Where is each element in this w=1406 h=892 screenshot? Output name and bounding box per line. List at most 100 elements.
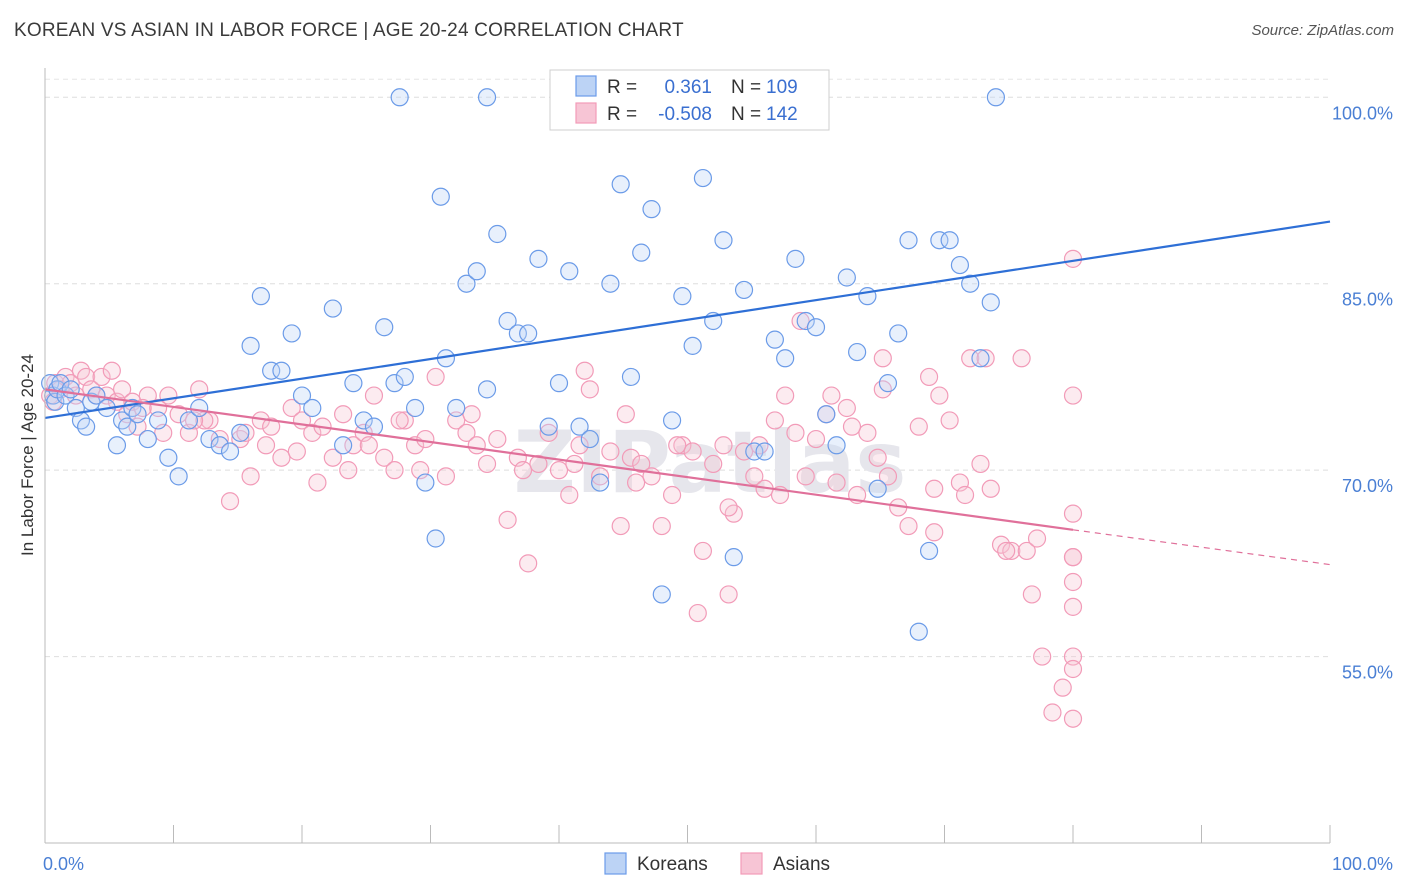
asians-r-label: R = (607, 104, 637, 125)
koreans-point-29 (251, 287, 270, 306)
koreans-point-37 (344, 374, 363, 393)
koreans-point-33 (292, 386, 312, 405)
koreans-point-70 (673, 287, 692, 306)
asians-point-86 (827, 473, 846, 492)
koreans-point-77 (745, 442, 764, 461)
chart-title: KOREAN VS ASIAN IN LABOR FORCE | AGE 20-… (14, 20, 684, 41)
asians-point-22 (169, 405, 188, 424)
legend-koreans-swatch (604, 852, 627, 875)
asians-point-108 (1053, 678, 1072, 697)
asians-point-112 (1063, 647, 1083, 666)
asians-point-78 (745, 467, 764, 486)
asians-point-100 (971, 454, 990, 474)
asians-point-21 (159, 386, 178, 405)
koreans-point-84 (817, 405, 836, 424)
asians-point-33 (282, 398, 301, 418)
koreans-point-53 (498, 311, 517, 331)
koreans-point-15 (118, 417, 137, 436)
asians-point-42 (375, 448, 394, 467)
koreans-n-value: 109 (766, 77, 798, 98)
legend-asians-swatch (740, 852, 763, 875)
koreans-point-63 (601, 274, 620, 293)
asians-point-44 (395, 411, 414, 430)
asians-point-126 (925, 523, 944, 542)
koreans-point-26 (220, 442, 240, 461)
asians-point-107 (1043, 703, 1062, 722)
koreans-point-105 (986, 88, 1006, 107)
asians-point-143 (822, 386, 841, 405)
koreans-point-68 (652, 585, 671, 604)
asians-point-18 (128, 417, 147, 436)
asians-point-75 (714, 436, 733, 455)
asians-point-136 (462, 405, 481, 424)
asians-point-114 (1063, 659, 1083, 679)
asians-r-value: -0.508 (658, 104, 712, 125)
asians-point-110 (1063, 504, 1083, 523)
asians-point-32 (272, 448, 291, 467)
asians-point-151 (236, 423, 255, 442)
y-tick-label-0: 55.0% (1342, 663, 1393, 683)
koreans-point-20 (159, 448, 178, 467)
koreans-point-31 (272, 361, 291, 380)
asians-point-84 (806, 429, 826, 449)
asians-point-141 (719, 498, 738, 517)
koreans-point-69 (662, 411, 682, 430)
koreans-point-100 (981, 293, 1000, 312)
asians-point-81 (776, 386, 795, 405)
asians-point-109 (1063, 572, 1083, 592)
asians-point-145 (925, 479, 944, 498)
asians-point-139 (616, 405, 635, 424)
koreans-point-65 (621, 367, 641, 387)
asians-point-46 (416, 429, 435, 449)
asians-point-148 (1063, 548, 1083, 567)
koreans-point-83 (806, 318, 826, 337)
koreans-point-41 (385, 374, 404, 393)
koreans-point-67 (642, 200, 661, 219)
koreans-point-59 (560, 262, 579, 281)
asians-point-133 (308, 473, 327, 492)
asians-point-61 (570, 436, 589, 455)
asians-point-134 (359, 436, 378, 455)
koreans-point-85 (827, 436, 846, 455)
koreans-point-28 (241, 336, 260, 355)
koreans-point-81 (786, 249, 805, 268)
asians-point-146 (976, 349, 995, 368)
koreans-point-48 (447, 398, 466, 418)
asians-point-35 (303, 423, 322, 442)
koreans-point-99 (971, 349, 990, 368)
koreans-point-19 (148, 411, 168, 430)
tick-labels: 55.0% 70.0% 85.0% 100.0% 0.0% 100.0% (43, 103, 1393, 874)
asians-point-125 (873, 349, 892, 368)
asians-n-label: N = (731, 104, 761, 125)
y-tick-label-3: 100.0% (1332, 103, 1393, 123)
asians-point-77 (734, 442, 754, 461)
koreans-point-6 (61, 380, 80, 399)
asians-trend-extension (1072, 529, 1331, 566)
asians-point-101 (981, 479, 1000, 498)
asians-point-93 (899, 516, 918, 536)
koreans-point-50 (467, 262, 486, 281)
asians-point-80 (765, 411, 784, 430)
asians-point-48 (436, 467, 456, 486)
koreans-point-21 (169, 467, 188, 486)
koreans-point-66 (632, 243, 651, 262)
asians-point-58 (539, 423, 558, 442)
asians-point-91 (878, 467, 898, 486)
koreans-point-82 (796, 311, 815, 331)
koreans-point-55 (519, 324, 538, 343)
koreans-point-97 (950, 255, 970, 275)
asians-point-97 (940, 411, 959, 430)
asians-point-53 (488, 429, 507, 449)
koreans-point-93 (909, 622, 928, 641)
asians-point-70 (662, 485, 682, 505)
koreans-point-62 (591, 473, 610, 492)
koreans-point-75 (724, 548, 743, 567)
asians-point-11 (92, 367, 111, 387)
koreans-point-43 (405, 398, 425, 418)
koreans-point-58 (549, 374, 569, 393)
koreans-point-44 (416, 473, 435, 492)
koreans-point-9 (77, 417, 96, 436)
legend-koreans-label: Koreans (637, 854, 708, 875)
y-tick-label-2: 85.0% (1342, 290, 1393, 310)
koreans-point-30 (262, 361, 281, 380)
